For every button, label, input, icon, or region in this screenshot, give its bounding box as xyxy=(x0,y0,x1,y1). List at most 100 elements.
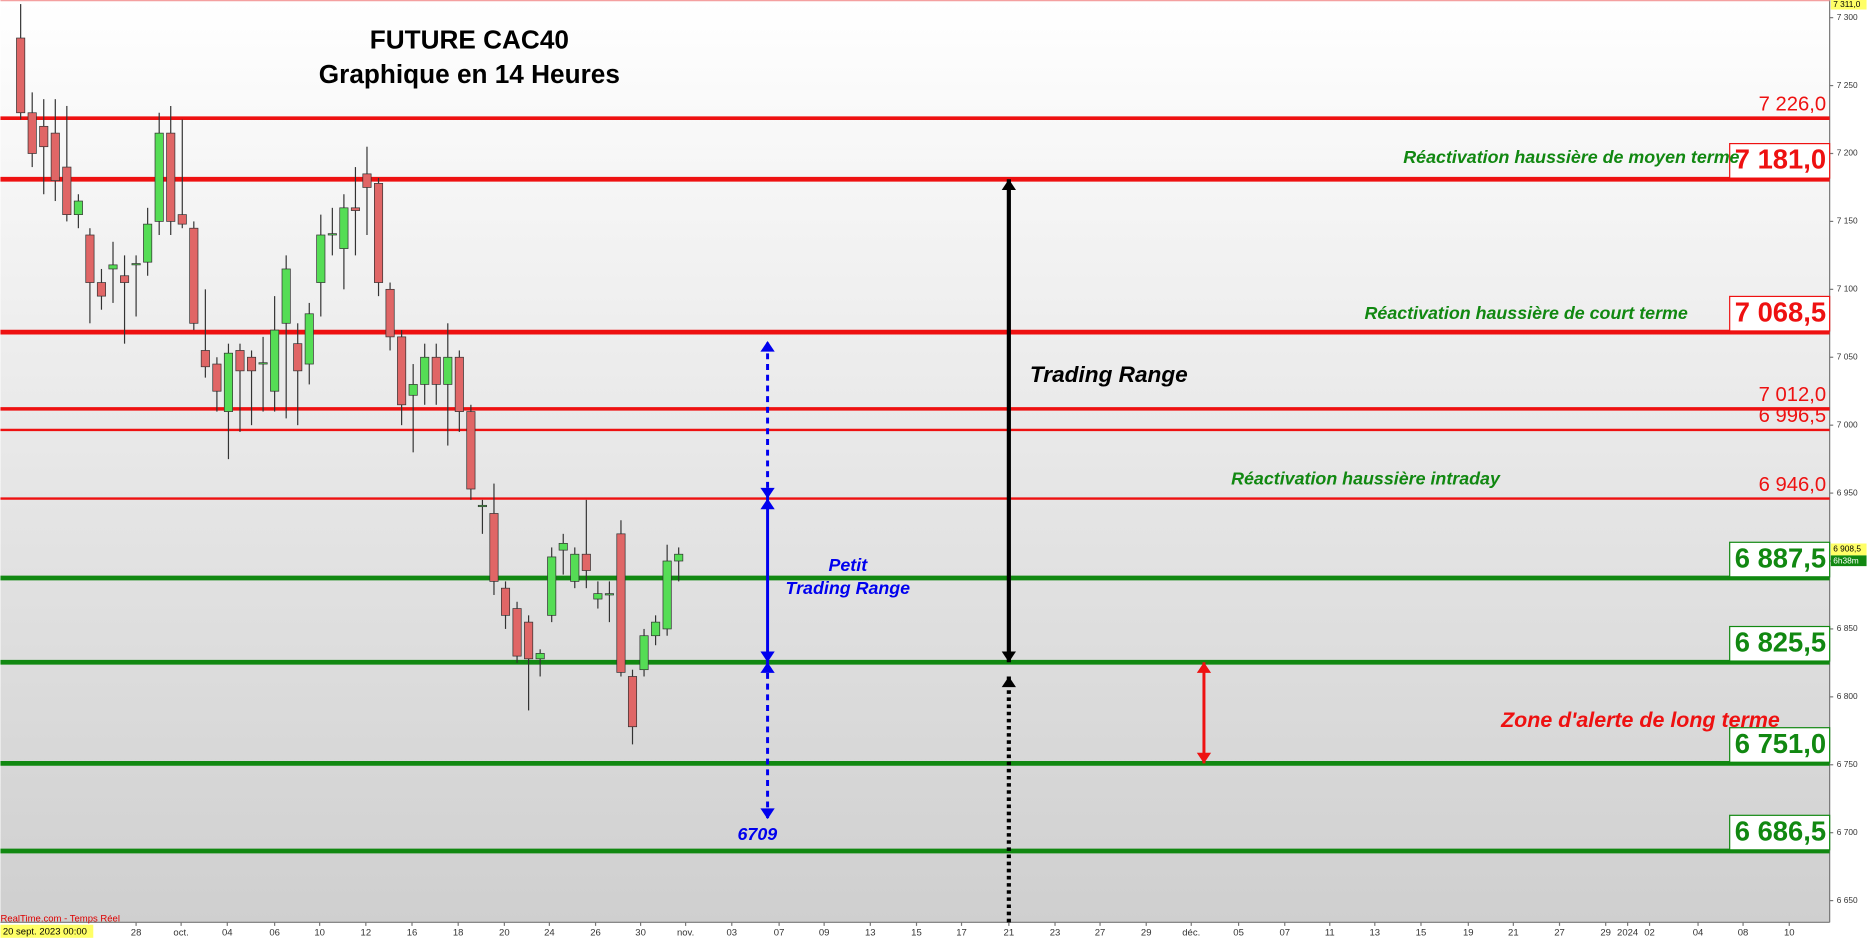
candle-body xyxy=(62,166,72,215)
start-date: 20 sept. 2023 00:00 xyxy=(3,926,87,937)
arrow-head xyxy=(760,340,775,352)
x-tick-label: 07 xyxy=(1279,928,1290,939)
candle-body xyxy=(362,173,372,188)
x-tick-label: 21 xyxy=(1508,928,1519,939)
candle-body xyxy=(131,263,141,266)
candle-body xyxy=(27,112,37,154)
level-label: 6 825,5 xyxy=(1735,627,1826,658)
x-tick-label: 28 xyxy=(131,928,142,939)
y-tick-label: 7 300 xyxy=(1837,12,1858,22)
y-tick-label: 7 150 xyxy=(1837,216,1858,226)
x-axis-panel xyxy=(0,922,1830,939)
y-tick-label: 7 050 xyxy=(1837,351,1858,361)
last-price-label: 6 908,5 xyxy=(1833,544,1861,554)
candle-body xyxy=(85,234,95,283)
candle-body xyxy=(674,553,684,562)
level-label: 7 181,0 xyxy=(1735,144,1826,175)
level-label: 7 226,0 xyxy=(1759,93,1826,115)
arrow-head xyxy=(1001,651,1016,663)
annotation: Trading Range xyxy=(1030,362,1188,387)
candle-body xyxy=(512,608,522,657)
candle-body xyxy=(73,200,83,215)
candle-body xyxy=(374,183,384,283)
chart-subtitle: Graphique en 14 Heures xyxy=(319,59,620,89)
candle-body xyxy=(604,593,614,596)
x-tick-label: 15 xyxy=(1416,928,1427,939)
candle-body xyxy=(639,635,649,671)
annotation: Trading Range xyxy=(786,578,911,598)
candle-body xyxy=(581,553,591,571)
chart-title: FUTURE CAC40 xyxy=(370,25,569,55)
x-tick-label: 04 xyxy=(222,928,233,939)
candle-body xyxy=(616,533,626,673)
level-label-box xyxy=(1729,625,1831,662)
candle-body xyxy=(454,356,464,412)
candle-body xyxy=(466,411,476,490)
candle-body xyxy=(108,264,118,270)
x-tick-label: 29 xyxy=(1141,928,1152,939)
x-tick-label: 17 xyxy=(956,928,967,939)
start-date-box xyxy=(0,924,94,938)
x-tick-label: 09 xyxy=(819,928,830,939)
candle-body xyxy=(143,223,153,263)
x-tick-label: 05 xyxy=(1233,928,1244,939)
level-label: 7 068,5 xyxy=(1735,297,1826,328)
level-label-box xyxy=(1729,295,1831,332)
top-price-box xyxy=(1830,0,1867,10)
annotation: Zone d'alerte de long terme xyxy=(1500,708,1780,732)
y-tick-label: 6 850 xyxy=(1837,623,1858,633)
annotation: 6709 xyxy=(738,824,778,844)
last-price-box xyxy=(1830,543,1867,556)
x-tick-label: 26 xyxy=(590,928,601,939)
arrow-head xyxy=(1001,179,1016,191)
candle-body xyxy=(547,556,557,616)
y-tick-label: 7 100 xyxy=(1837,284,1858,294)
x-tick-label: oct. xyxy=(173,928,188,939)
candle-body xyxy=(350,207,360,211)
level-label-box xyxy=(1729,814,1831,851)
level-label: 6 996,5 xyxy=(1759,405,1826,427)
candle-body xyxy=(316,234,326,283)
x-tick-label: 19 xyxy=(1463,928,1474,939)
x-tick-label: 04 xyxy=(1693,928,1704,939)
level-label: 6 887,5 xyxy=(1735,542,1826,573)
candle-body xyxy=(339,207,349,249)
x-tick-label: 29 xyxy=(1600,928,1611,939)
x-tick-label: 11 xyxy=(1325,928,1335,939)
y-tick-label: 6 800 xyxy=(1837,691,1858,701)
x-tick-label: 12 xyxy=(361,928,372,939)
x-tick-label: 06 xyxy=(269,928,280,939)
arrow-head xyxy=(760,651,775,663)
candle-body xyxy=(500,587,511,616)
candle-body xyxy=(385,288,395,338)
candle-body xyxy=(327,233,337,236)
candle-body xyxy=(558,542,568,551)
annotation: Petit xyxy=(828,555,868,575)
level-label: 6 686,5 xyxy=(1735,815,1826,846)
x-tick-label: 08 xyxy=(1738,928,1749,939)
candle-body xyxy=(477,504,487,508)
y-tick-label: 6 650 xyxy=(1837,895,1858,905)
candle-body xyxy=(593,593,603,600)
arrow-head xyxy=(1196,752,1212,764)
x-tick-label: 18 xyxy=(453,928,464,939)
source: RealTime.com - Temps Réel xyxy=(0,913,120,924)
candle-body xyxy=(293,343,303,372)
x-tick-label: 03 xyxy=(726,928,737,939)
y-tick-label: 7 200 xyxy=(1837,148,1858,158)
candle-body xyxy=(443,356,453,385)
y-tick-label: 6 950 xyxy=(1837,487,1858,497)
candle-body xyxy=(50,132,60,182)
arrow-head xyxy=(760,662,775,673)
arrow-head xyxy=(760,498,775,510)
y-tick-label: 7 250 xyxy=(1837,80,1858,90)
x-tick-label: 10 xyxy=(314,928,325,939)
annotation: Réactivation haussière de court terme xyxy=(1365,303,1688,323)
arrow-head xyxy=(1001,676,1016,688)
candle-body xyxy=(270,329,280,392)
candle-body xyxy=(535,653,545,660)
x-tick-label: 13 xyxy=(865,928,876,939)
x-tick-label: 2024 xyxy=(1617,928,1639,939)
